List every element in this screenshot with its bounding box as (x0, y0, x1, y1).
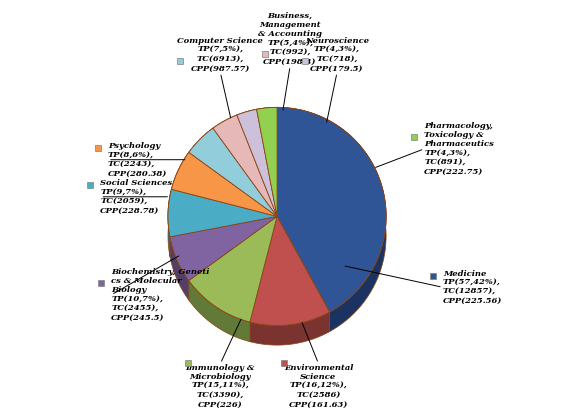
Bar (185, 360, 192, 366)
Polygon shape (257, 107, 277, 129)
Polygon shape (237, 109, 257, 134)
Polygon shape (168, 189, 171, 256)
Polygon shape (277, 107, 386, 331)
Polygon shape (171, 153, 189, 209)
Polygon shape (170, 237, 189, 300)
Bar (95, 145, 101, 151)
Text: Business,
Management
& Accounting
TP(5,4%),
TC(992),
CPP(198.4): Business, Management & Accounting TP(5,4… (258, 12, 322, 66)
Polygon shape (277, 107, 386, 312)
Polygon shape (250, 217, 329, 326)
Bar (262, 51, 268, 57)
Polygon shape (237, 109, 277, 217)
Text: Computer Science
TP(7,5%),
TC(6913),
CPP(987.57): Computer Science TP(7,5%), TC(6913), CPP… (177, 37, 263, 72)
Polygon shape (189, 217, 277, 322)
Polygon shape (168, 189, 277, 237)
Polygon shape (189, 217, 277, 322)
Text: Immunology &
Microbiology
TP(15,11%),
TC(3390),
CPP(226): Immunology & Microbiology TP(15,11%), TC… (186, 364, 255, 409)
Polygon shape (171, 153, 277, 217)
Polygon shape (250, 312, 329, 345)
Polygon shape (213, 115, 277, 217)
Polygon shape (257, 107, 277, 217)
Polygon shape (257, 107, 277, 217)
Bar (87, 182, 93, 188)
Bar (98, 280, 104, 286)
Bar (302, 58, 308, 64)
Polygon shape (168, 189, 277, 237)
Polygon shape (237, 109, 277, 217)
Polygon shape (213, 115, 237, 148)
Text: Social Sciences
TP(9,7%),
TC(2059),
CPP(228.78): Social Sciences TP(9,7%), TC(2059), CPP(… (101, 179, 173, 215)
Polygon shape (189, 128, 277, 217)
Bar (177, 58, 182, 64)
Polygon shape (189, 280, 250, 341)
Polygon shape (250, 217, 329, 326)
Polygon shape (170, 217, 277, 280)
Text: Environmental
Science
TP(16,12%),
TC(2586)
CPP(161.63): Environmental Science TP(16,12%), TC(258… (284, 364, 353, 409)
Polygon shape (171, 153, 277, 217)
Text: Medicine
TP(57,42%),
TC(12857),
CPP(225.56): Medicine TP(57,42%), TC(12857), CPP(225.… (443, 269, 502, 305)
Text: Pharmacology,
Toxicology &
Pharmaceutics
TP(4,3%),
TC(891),
CPP(222.75): Pharmacology, Toxicology & Pharmaceutics… (424, 122, 494, 176)
Polygon shape (213, 115, 277, 217)
Text: Neuroscience
TP(4,3%),
TC(718),
CPP(179.5): Neuroscience TP(4,3%), TC(718), CPP(179.… (305, 37, 369, 72)
Text: Psychology
TP(8,6%),
TC(2243),
CPP(280.38): Psychology TP(8,6%), TC(2243), CPP(280.3… (108, 142, 167, 178)
Bar (281, 360, 288, 366)
Bar (411, 134, 417, 140)
Polygon shape (189, 128, 277, 217)
Polygon shape (170, 217, 277, 280)
Text: Biochemistry, Geneti
cs & Molecular
Biology
TP(10,7%),
TC(2455),
CPP(245.5): Biochemistry, Geneti cs & Molecular Biol… (111, 268, 210, 322)
Polygon shape (189, 128, 213, 172)
Polygon shape (277, 107, 386, 312)
Bar (430, 273, 436, 279)
